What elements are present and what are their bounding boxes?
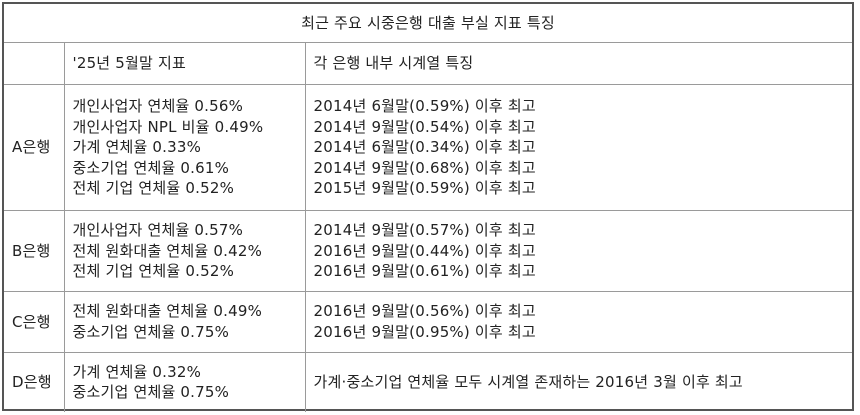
feature-line: 2014년 9월말(0.57%) 이후 최고 xyxy=(313,221,536,240)
feature-line: 2016년 9월말(0.56%) 이후 최고 xyxy=(313,302,536,321)
bank-name: B은행 xyxy=(4,210,65,292)
feature-line: 가계·중소기업 연체율 모두 시계열 존재하는 2016년 3월 이후 최고 xyxy=(313,372,743,391)
indicator-line: 가계 연체율 0.32% xyxy=(72,362,202,381)
feature-cell: 2014년 9월말(0.57%) 이후 최고 2016년 9월말(0.44%) … xyxy=(304,210,852,292)
indicator-cell: 개인사업자 연체율 0.56% 개인사업자 NPL 비율 0.49% 가계 연체… xyxy=(63,84,306,211)
feature-cell: 2014년 6월말(0.59%) 이후 최고 2014년 9월말(0.54%) … xyxy=(304,84,852,211)
indicator-cell: 가계 연체율 0.32% 중소기업 연체율 0.75% xyxy=(63,352,306,412)
indicator-line: 전체 원화대출 연체율 0.42% xyxy=(72,241,263,260)
feature-cell: 가계·중소기업 연체율 모두 시계열 존재하는 2016년 3월 이후 최고 xyxy=(304,352,852,412)
feature-line: 2014년 9월말(0.54%) 이후 최고 xyxy=(313,117,536,136)
table-frame: 최근 주요 시중은행 대출 부실 지표 특징 '25년 5월말 지표 각 은행 … xyxy=(2,2,854,412)
indicator-line: 중소기업 연체율 0.75% xyxy=(72,323,230,341)
bank-name: C은행 xyxy=(4,291,65,353)
indicator-line: 가계 연체율 0.33% xyxy=(72,138,202,157)
header-feature: 각 은행 내부 시계열 특징 xyxy=(304,42,852,85)
feature-cell: 2016년 9월말(0.56%) 이후 최고 2016년 9월말(0.95%) … xyxy=(304,291,852,353)
header-row: '25년 5월말 지표 각 은행 내부 시계열 특징 xyxy=(4,42,852,85)
indicator-cell: 개인사업자 연체율 0.57% 전체 원화대출 연체율 0.42% 전체 기업 … xyxy=(63,210,306,292)
title-row: 최근 주요 시중은행 대출 부실 지표 특징 xyxy=(4,4,852,43)
header-bank xyxy=(4,42,65,85)
header-indicator: '25년 5월말 지표 xyxy=(63,42,306,85)
indicator-line: 중소기업 연체율 0.75% xyxy=(72,383,230,402)
table-row: A은행 개인사업자 연체율 0.56% 개인사업자 NPL 비율 0.49% 가… xyxy=(4,84,852,211)
bank-name: A은행 xyxy=(4,84,65,211)
bank-name: D은행 xyxy=(4,352,65,412)
feature-line: 2014년 6월말(0.34%) 이후 최고 xyxy=(313,138,536,157)
feature-line: 2016년 9월말(0.61%) 이후 최고 xyxy=(313,262,536,281)
feature-line: 2015년 9월말(0.59%) 이후 최고 xyxy=(313,179,536,198)
indicator-line: 전체 원화대출 연체율 0.49% xyxy=(72,302,263,321)
feature-line: 2016년 9월말(0.95%) 이후 최고 xyxy=(313,323,536,341)
indicator-line: 개인사업자 NPL 비율 0.49% xyxy=(72,117,264,136)
indicator-cell: 전체 원화대출 연체율 0.49% 중소기업 연체율 0.75% xyxy=(63,291,306,353)
indicator-line: 전체 기업 연체율 0.52% xyxy=(72,262,235,281)
loan-indicator-table: 최근 주요 시중은행 대출 부실 지표 특징 '25년 5월말 지표 각 은행 … xyxy=(4,4,852,412)
indicator-line: 개인사업자 연체율 0.56% xyxy=(72,97,244,116)
table-title: 최근 주요 시중은행 대출 부실 지표 특징 xyxy=(4,4,852,43)
indicator-line: 개인사업자 연체율 0.57% xyxy=(72,221,244,240)
table-row: B은행 개인사업자 연체율 0.57% 전체 원화대출 연체율 0.42% 전체… xyxy=(4,210,852,292)
feature-line: 2016년 9월말(0.44%) 이후 최고 xyxy=(313,241,536,260)
indicator-line: 중소기업 연체율 0.61% xyxy=(72,158,230,177)
indicator-line: 전체 기업 연체율 0.52% xyxy=(72,179,235,198)
feature-line: 2014년 9월말(0.68%) 이후 최고 xyxy=(313,158,536,177)
table-row: C은행 전체 원화대출 연체율 0.49% 중소기업 연체율 0.75% 201… xyxy=(4,291,852,353)
table-row: D은행 가계 연체율 0.32% 중소기업 연체율 0.75% 가계·중소기업 … xyxy=(4,352,852,412)
feature-line: 2014년 6월말(0.59%) 이후 최고 xyxy=(313,97,536,116)
